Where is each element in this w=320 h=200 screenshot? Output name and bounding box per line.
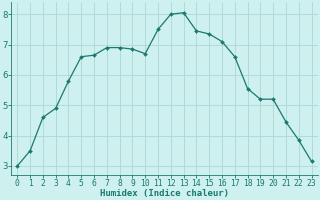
X-axis label: Humidex (Indice chaleur): Humidex (Indice chaleur) [100,189,229,198]
